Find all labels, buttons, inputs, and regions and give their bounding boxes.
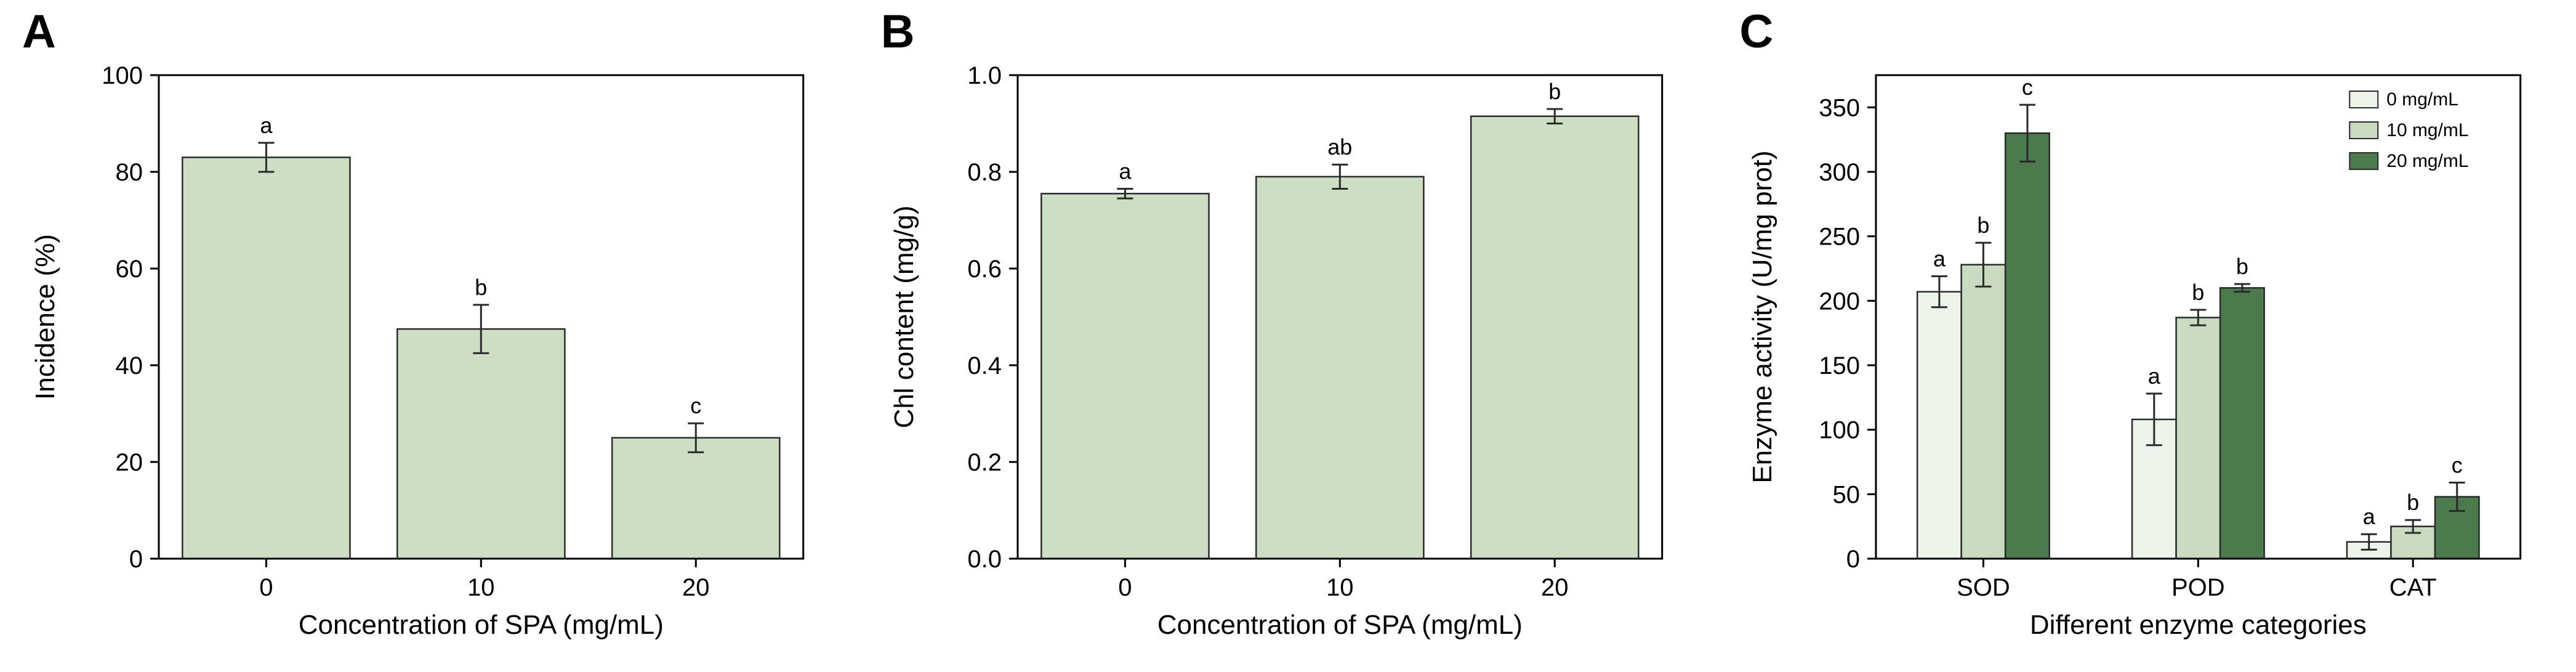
x-tick-label: POD — [2171, 574, 2225, 601]
y-tick-label: 250 — [1819, 224, 1861, 251]
panel-letter-b: B — [880, 6, 915, 58]
x-tick-label: 10 — [1326, 574, 1353, 601]
bar-0 — [1040, 193, 1210, 560]
bar-20 — [1470, 115, 1640, 560]
legend-swatch — [2349, 91, 2379, 108]
y-tick-label: 50 — [1833, 481, 1860, 508]
bar-POD-20mg/mL — [2220, 287, 2266, 560]
y-tick-label: 40 — [115, 352, 142, 379]
significance-letter: a — [260, 113, 273, 138]
significance-letter: b — [2236, 254, 2248, 279]
y-axis-title: Incidence (%) — [30, 234, 60, 400]
x-tick-label: 20 — [682, 574, 709, 601]
y-tick-label: 350 — [1819, 94, 1861, 121]
x-tick-label: CAT — [2389, 574, 2437, 601]
significance-letter: b — [475, 275, 487, 300]
y-axis-title: Chl content (mg/g) — [889, 206, 919, 429]
legend-label: 0 mg/mL — [2387, 89, 2459, 110]
panel-letter-c: C — [1739, 6, 1774, 58]
y-tick-label: 0 — [1846, 546, 1860, 573]
legend-label: 10 mg/mL — [2387, 120, 2469, 140]
significance-letter: a — [1119, 158, 1132, 184]
y-tick-label: 80 — [115, 159, 142, 186]
y-tick-label: 20 — [115, 449, 142, 476]
significance-letter: b — [1548, 79, 1561, 104]
chart-incidence: a b c 0 20 40 60 80 100 0 10 20 Concentration of SPA… — [30, 62, 805, 640]
legend-swatch — [2349, 152, 2379, 170]
significance-letter: ab — [1327, 134, 1352, 160]
significance-letter: a — [2363, 504, 2376, 529]
y-tick-label: 100 — [1819, 417, 1861, 444]
bar-POD-10mg/mL — [2175, 317, 2221, 560]
y-tick-label: 150 — [1819, 352, 1861, 379]
y-tick-label: 0 — [129, 546, 143, 573]
significance-letter: b — [2407, 490, 2420, 515]
bar-20 — [611, 437, 781, 560]
x-tick-label: 10 — [467, 574, 494, 601]
significance-letter: a — [1933, 246, 1946, 272]
significance-letter: c — [2452, 452, 2463, 477]
y-tick-label: 200 — [1819, 288, 1861, 315]
significance-letter: b — [1978, 213, 1990, 238]
significance-letter: c — [690, 393, 701, 418]
significance-letter: a — [2148, 363, 2161, 389]
bar-SOD-20mg/mL — [2005, 132, 2051, 560]
legend-swatch — [2349, 121, 2379, 139]
y-tick-label: 0.0 — [967, 546, 1002, 573]
bar-0 — [182, 156, 351, 560]
y-tick-label: 0.4 — [967, 352, 1002, 379]
x-axis-title: Different enzyme categories — [2030, 610, 2367, 640]
significance-letter: c — [2022, 75, 2033, 100]
bar-10 — [396, 328, 566, 560]
bar-10 — [1255, 176, 1425, 560]
panel-a: A a b c 0 20 40 60 80 100 0 10 20 Concentration of S… — [0, 0, 859, 672]
panel-b: B a ab b 0.0 0.2 0.4 0.6 0.8 1.0 0 10 20 Concentrati… — [859, 0, 1718, 672]
x-tick-label: 0 — [1118, 574, 1132, 601]
y-axis-title: Enzyme activity (U/mg prot) — [1747, 150, 1777, 483]
y-tick-label: 1.0 — [967, 62, 1002, 89]
legend-label: 20 mg/mL — [2387, 151, 2469, 171]
y-tick-label: 100 — [102, 62, 143, 89]
y-tick-label: 0.8 — [967, 159, 1002, 186]
chart-chl-content: a ab b 0.0 0.2 0.4 0.6 0.8 1.0 0 10 20 Concentration… — [889, 62, 1663, 640]
x-tick-label: 20 — [1541, 574, 1568, 601]
bar-SOD-10mg/mL — [1960, 264, 2006, 560]
panel-c: C a b c a b b a b c 0 mg/mL 10 mg/mL 20 mg/mL 0 50 100… — [1717, 0, 2576, 672]
y-tick-label: 60 — [115, 256, 142, 283]
chart-enzyme-activity: a b c a b b a b c 0 mg/mL 10 mg/mL 20 mg/mL 0 50 100 15… — [1747, 74, 2522, 640]
panel-letter-a: A — [22, 6, 56, 58]
y-tick-label: 0.6 — [967, 256, 1002, 283]
y-tick-label: 0.2 — [967, 449, 1002, 476]
y-tick-label: 300 — [1819, 159, 1861, 186]
bar-SOD-0mg/mL — [1917, 291, 1963, 560]
x-axis-title: Concentration of SPA (mg/mL) — [1157, 610, 1522, 640]
x-axis-title: Concentration of SPA (mg/mL) — [299, 610, 664, 640]
significance-letter: b — [2192, 280, 2205, 305]
x-tick-label: 0 — [259, 574, 273, 601]
x-tick-label: SOD — [1957, 574, 2010, 601]
